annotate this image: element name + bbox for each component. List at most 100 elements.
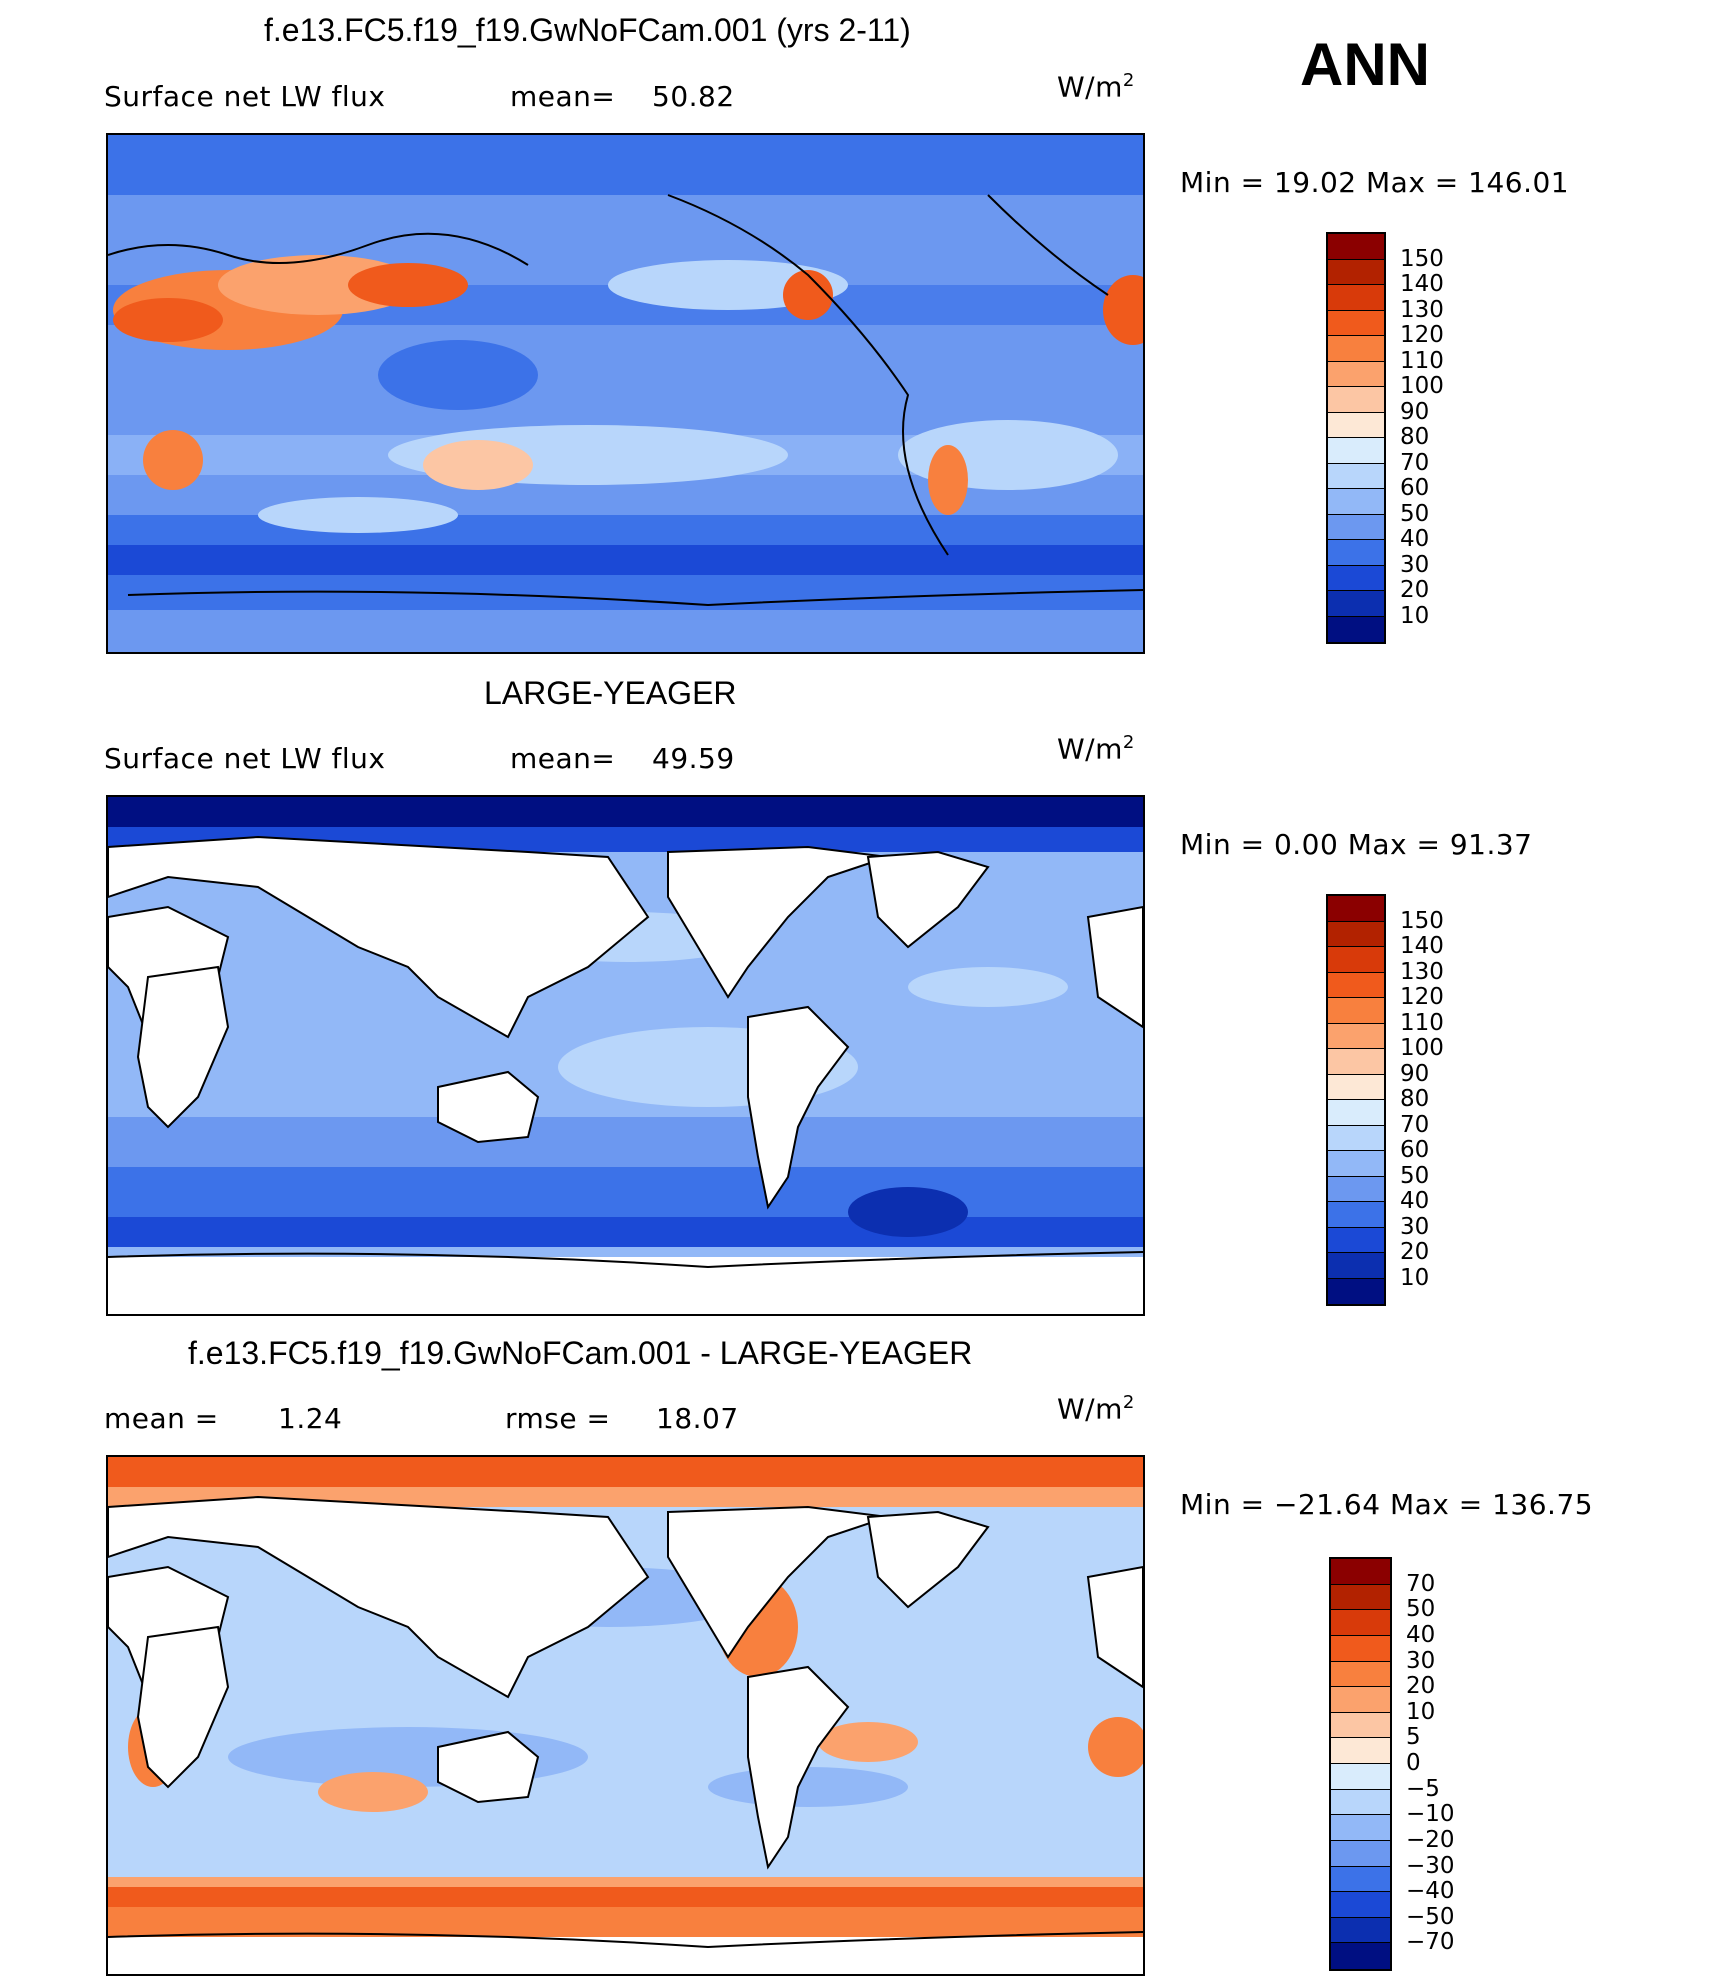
colorbar-segment: [1328, 1151, 1384, 1177]
colorbar-segment: [1328, 1176, 1384, 1202]
colorbar-segment: [1328, 387, 1384, 413]
colorbar-tick-label: 70: [1406, 1570, 1436, 1597]
colorbar-segment: [1328, 972, 1384, 998]
colorbar-tick-label: 30: [1400, 551, 1430, 578]
colorbar-tick-label: 90: [1400, 398, 1430, 425]
colorbar-tick-label: 140: [1400, 933, 1444, 959]
panel3-min-max: Min = −21.64 Max = 136.75: [1180, 1488, 1594, 1521]
colorbar-tick-label: 50: [1400, 1162, 1430, 1189]
colorbar-segment: [1328, 947, 1384, 973]
panel2-title: LARGE-YEAGER: [484, 675, 737, 711]
colorbar-tick-label: 100: [1400, 1035, 1444, 1061]
colorbar-segment: [1328, 412, 1384, 438]
colorbar-segment: [1328, 565, 1384, 591]
panel3-mean-value: 1.24: [278, 1402, 343, 1435]
panel2-mean-label: mean=: [510, 742, 616, 775]
colorbar-tick-label: 10: [1400, 602, 1430, 629]
colorbar-segment: [1328, 259, 1384, 285]
colorbar-segment: [1331, 1866, 1390, 1893]
colorbar-segment: [1328, 921, 1384, 947]
colorbar-tick-label: 60: [1400, 475, 1430, 501]
panel1-mean-value: 50.82: [652, 80, 735, 113]
panel1-units: W/m2: [1057, 70, 1135, 104]
colorbar-segment: [1328, 285, 1384, 311]
panel3-title: f.e13.FC5.f19_f19.GwNoFCam.001 - LARGE-Y…: [188, 1335, 973, 1371]
colorbar-segment: [1328, 591, 1384, 617]
colorbar-tick-label: 150: [1400, 245, 1444, 272]
season-label: ANN: [1300, 31, 1430, 98]
colorbar-tick-label: 0: [1406, 1750, 1421, 1776]
panel2-variable-label: Surface net LW flux: [104, 742, 386, 775]
colorbar-segment: [1331, 1789, 1390, 1816]
colorbar-tick-label: −10: [1406, 1801, 1455, 1828]
colorbar-tick-label: 20: [1400, 1239, 1430, 1265]
colorbar-segment: [1328, 310, 1384, 336]
colorbar-segment: [1331, 1943, 1390, 1969]
panel1-map: [106, 133, 1145, 654]
colorbar-segment: [1331, 1559, 1390, 1585]
colorbar-segment: [1328, 616, 1384, 642]
colorbar-tick-label: −20: [1406, 1826, 1455, 1853]
colorbar-tick-label: 80: [1400, 1086, 1430, 1112]
colorbar-tick-label: 20: [1400, 577, 1430, 603]
panel1-min-max: Min = 19.02 Max = 146.01: [1180, 166, 1570, 199]
colorbar-segment: [1331, 1712, 1390, 1739]
colorbar-segment: [1328, 1125, 1384, 1151]
panel2-contour-field: [108, 797, 1143, 1314]
colorbar-segment: [1328, 463, 1384, 489]
colorbar-segment: [1331, 1917, 1390, 1944]
colorbar-tick-label: 30: [1400, 1213, 1430, 1240]
colorbar-tick-label: 150: [1400, 907, 1444, 934]
colorbar-tick-label: 10: [1400, 1264, 1430, 1291]
colorbar-segment: [1328, 1074, 1384, 1100]
panel2-map: [106, 795, 1145, 1316]
panel3-rmse-value: 18.07: [656, 1402, 739, 1435]
colorbar-segment: [1328, 1202, 1384, 1228]
colorbar-tick-label: 110: [1400, 1009, 1444, 1036]
colorbar-tick-label: 70: [1400, 1111, 1430, 1138]
panel3-map: [106, 1455, 1145, 1976]
colorbar-segment: [1331, 1764, 1390, 1790]
colorbar-segment: [1331, 1840, 1390, 1867]
colorbar-tick-label: 70: [1400, 449, 1430, 476]
colorbar-tick-label: −5: [1406, 1775, 1440, 1802]
colorbar-tick-label: 120: [1400, 322, 1444, 348]
colorbar-segment: [1331, 1610, 1390, 1636]
colorbar-tick-label: 90: [1400, 1060, 1430, 1087]
colorbar-segment: [1328, 361, 1384, 387]
colorbar-tick-label: 40: [1406, 1621, 1436, 1648]
colorbar-segment: [1331, 1661, 1390, 1688]
colorbar-tick-label: −30: [1406, 1852, 1455, 1879]
panel1-mean-label: mean=: [510, 80, 616, 113]
colorbar-tick-label: 80: [1400, 424, 1430, 450]
colorbar-segment: [1328, 540, 1384, 566]
panel2-colorbar: [1326, 894, 1386, 1306]
panel3-units: W/m2: [1057, 1392, 1135, 1426]
panel3-colorbar: [1329, 1557, 1392, 1971]
panel3-mean-label: mean =: [104, 1402, 219, 1435]
colorbar-segment: [1331, 1687, 1390, 1713]
colorbar-segment: [1331, 1635, 1390, 1662]
colorbar-tick-label: 120: [1400, 984, 1444, 1010]
colorbar-segment: [1328, 1023, 1384, 1049]
colorbar-segment: [1328, 336, 1384, 362]
colorbar-tick-label: −40: [1406, 1878, 1455, 1905]
colorbar-segment: [1328, 1227, 1384, 1253]
colorbar-tick-label: 130: [1400, 296, 1444, 323]
panel2-mean-value: 49.59: [652, 742, 735, 775]
colorbar-tick-label: 100: [1400, 373, 1444, 399]
colorbar-tick-label: 10: [1406, 1698, 1436, 1725]
panel3-contour-field: [108, 1457, 1143, 1974]
colorbar-tick-label: −50: [1406, 1903, 1455, 1930]
colorbar-segment: [1328, 234, 1384, 260]
colorbar-tick-label: 50: [1406, 1596, 1436, 1623]
panel1-title: f.e13.FC5.f19_f19.GwNoFCam.001 (yrs 2-11…: [264, 12, 911, 48]
colorbar-segment: [1328, 1278, 1384, 1304]
colorbar-tick-label: 140: [1400, 271, 1444, 297]
panel1-variable-label: Surface net LW flux: [104, 80, 386, 113]
colorbar-tick-label: 30: [1406, 1647, 1436, 1674]
panel2-min-max: Min = 0.00 Max = 91.37: [1180, 828, 1533, 861]
colorbar-segment: [1328, 1049, 1384, 1075]
panel1-contour-field: [108, 135, 1143, 652]
colorbar-segment: [1328, 896, 1384, 922]
